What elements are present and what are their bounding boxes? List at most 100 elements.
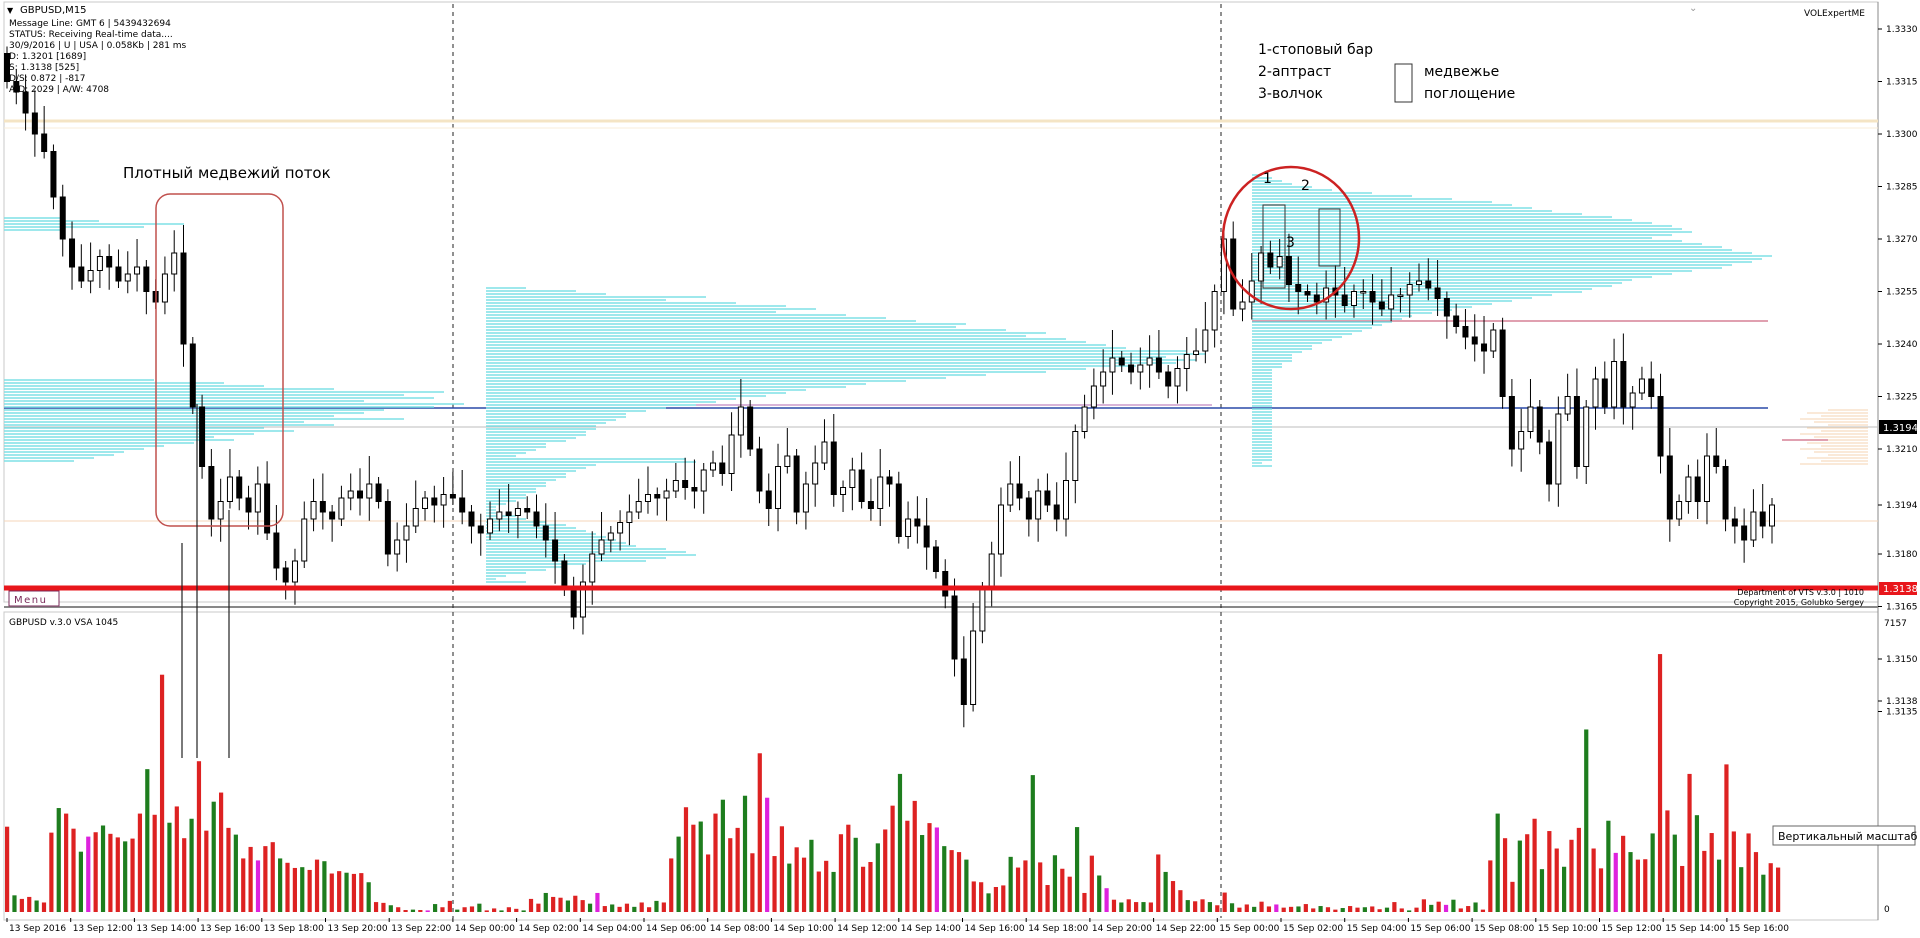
- candle-body: [1258, 252, 1265, 282]
- candle-body: [1620, 361, 1627, 408]
- candle-body: [254, 483, 261, 513]
- candle-body: [1481, 343, 1488, 352]
- candle-body: [171, 252, 178, 275]
- time-tick-label: 14 Sep 22:00: [1156, 924, 1216, 934]
- bear-flow-annotation: Плотный медвежий поток: [123, 164, 331, 182]
- volume-bar: [979, 882, 984, 912]
- candle-body: [793, 455, 800, 513]
- candle-body: [22, 91, 29, 114]
- candle-body: [905, 518, 912, 537]
- volume-bar: [772, 856, 777, 912]
- price-tick-label: 1.3165: [1886, 603, 1918, 613]
- volume-bar: [440, 907, 445, 912]
- candle-body: [338, 497, 345, 520]
- volume-bar: [1443, 904, 1449, 912]
- volume-bar: [1082, 892, 1087, 912]
- volume-bar: [278, 858, 283, 912]
- candle-body: [970, 630, 977, 705]
- volume-bar: [1340, 908, 1345, 912]
- volume-bar: [1244, 904, 1249, 912]
- volume-bar: [1259, 901, 1264, 912]
- candle-body: [1211, 291, 1218, 331]
- volume-bar: [1355, 907, 1360, 912]
- volume-bar: [632, 906, 637, 912]
- volume-bar: [1716, 859, 1722, 912]
- candle-body: [440, 494, 447, 506]
- volume-bar: [492, 908, 497, 912]
- candle-body: [1360, 291, 1367, 294]
- candle-body: [106, 256, 113, 268]
- price-tick-label: 1.3194: [1886, 501, 1918, 511]
- candle-body: [1508, 396, 1515, 450]
- candle-body: [1555, 413, 1562, 485]
- volume-bar: [1030, 775, 1035, 912]
- volume-bar: [1502, 838, 1508, 912]
- volume-bar: [1739, 867, 1744, 912]
- volume-bar: [388, 905, 393, 912]
- volume-bar: [322, 861, 327, 912]
- volume-bar: [1680, 865, 1685, 912]
- time-tick-label: 14 Sep 08:00: [710, 924, 770, 934]
- candle-body: [31, 112, 38, 135]
- volume-bar: [1237, 907, 1242, 912]
- candle-body: [1035, 490, 1042, 520]
- legend-line-2: 2-аптраст: [1258, 64, 1331, 80]
- volume-bar: [462, 907, 467, 912]
- menu-button[interactable]: [8, 590, 60, 607]
- volume-bar: [432, 904, 438, 912]
- volume-bar: [986, 893, 991, 912]
- volume-bar: [1370, 906, 1375, 912]
- volume-bar: [528, 898, 534, 912]
- scroll-indicator-icon[interactable]: ⌄: [1689, 3, 1697, 14]
- volume-bar: [1060, 868, 1065, 912]
- volume-bar: [720, 799, 725, 912]
- volume-bar: [1274, 904, 1279, 912]
- volume-bar: [130, 838, 135, 912]
- support-price-label: 1.3138: [1883, 584, 1918, 595]
- volume-bar: [824, 860, 829, 912]
- candle-body: [412, 508, 419, 527]
- chart-collapse-icon[interactable]: ▼: [7, 6, 14, 15]
- volume-bar: [654, 900, 659, 912]
- volume-bar: [787, 863, 792, 912]
- candle-body: [1146, 357, 1153, 366]
- candle-body: [1741, 525, 1748, 541]
- volume-bar: [1480, 909, 1486, 912]
- candle-body: [180, 252, 187, 345]
- volume-bar: [381, 902, 386, 912]
- menu-button-label[interactable]: Menu: [14, 595, 47, 606]
- tooltip-box: [1772, 825, 1916, 846]
- candle-body: [598, 539, 605, 555]
- price-tick-label: 1.3240: [1886, 340, 1918, 350]
- time-tick-label: 14 Sep 00:00: [455, 924, 515, 934]
- candle-body: [1443, 298, 1450, 317]
- volume-bar: [1429, 904, 1434, 912]
- volume-bar: [1163, 871, 1168, 912]
- candle-body: [1276, 256, 1283, 268]
- volume-bar: [292, 867, 297, 912]
- volume-bar: [934, 827, 939, 912]
- candle-body: [672, 480, 679, 492]
- candle-body: [1685, 476, 1692, 502]
- symbol-title: GBPUSD,M15: [20, 5, 87, 16]
- volume-bar: [860, 866, 866, 912]
- price-tick-label: 1.3270: [1886, 235, 1918, 245]
- volume-bar: [211, 801, 216, 912]
- volume-bar: [314, 859, 320, 912]
- volume-bar: [1229, 903, 1235, 912]
- candle-body: [1638, 378, 1645, 394]
- volume-bar: [1266, 906, 1272, 912]
- candle-body: [914, 518, 921, 527]
- volume-bar: [1525, 834, 1530, 912]
- volume-bar: [742, 795, 748, 912]
- bear-flow-box: [155, 193, 284, 527]
- volume-bar: [337, 871, 342, 912]
- price-axis-labels: 1.3330 1.3315 1.3300 1.3285 1.3270 1.3255 1.32…: [1878, 25, 1918, 718]
- volume-bar: [1687, 773, 1692, 912]
- volume-bar: [1001, 885, 1006, 912]
- volume-bar: [1156, 854, 1161, 912]
- volume-bar: [794, 847, 799, 912]
- volume-bar: [1399, 908, 1404, 912]
- candle-body: [626, 511, 633, 523]
- legend-line-1: 1-стоповый бар: [1258, 42, 1373, 58]
